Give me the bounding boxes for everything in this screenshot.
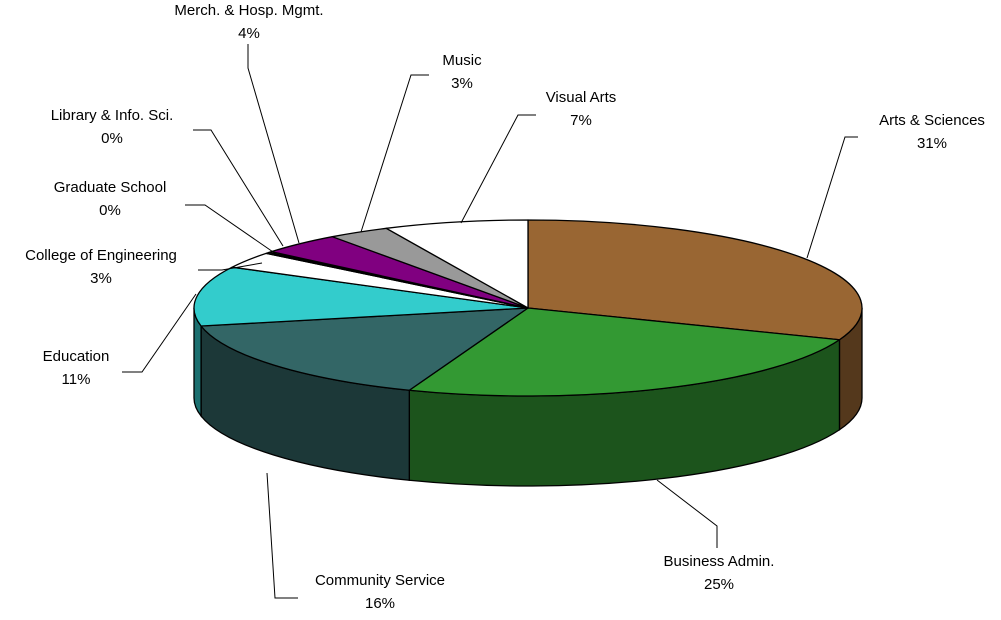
pie-slice-visual-arts	[385, 219, 529, 309]
leader-line-library-info-sci	[193, 129, 284, 247]
leader-line-arts-sciences	[806, 136, 858, 259]
slice-label: Library & Info. Sci.	[51, 107, 174, 124]
leader-line-business-admin	[656, 479, 718, 548]
pie-slice-business-admin	[408, 307, 841, 397]
slice-label: Education	[43, 348, 110, 365]
slice-value-label: 3%	[451, 75, 473, 92]
pie-slice-arts-sciences	[527, 219, 863, 341]
slice-value-label: 11%	[62, 371, 91, 388]
slice-label: College of Engineering	[25, 247, 177, 264]
leader-line-graduate-school	[185, 204, 277, 255]
leader-lines	[122, 44, 858, 599]
leader-line-music	[360, 74, 429, 233]
data-labels: Arts & Sciences 31% Business Admin. 25% Comm…	[25, 2, 985, 612]
slice-label: Visual Arts	[546, 89, 617, 106]
slice-value-label: 3%	[90, 270, 112, 287]
pie-slice-education	[193, 266, 529, 327]
slice-label: Merch. & Hosp. Mgmt.	[174, 2, 323, 19]
slice-label: Business Admin.	[664, 553, 775, 570]
slice-value-label: 7%	[570, 112, 592, 129]
slice-label: Arts & Sciences	[879, 112, 985, 129]
slice-label: Community Service	[315, 572, 445, 589]
slice-value-label: 16%	[365, 595, 395, 612]
slice-label: Graduate School	[54, 179, 167, 196]
leader-line-merch-hosp-mgmt	[247, 44, 300, 244]
slice-value-label: 0%	[99, 202, 121, 219]
slice-label: Music	[442, 52, 482, 69]
pie-slices	[193, 219, 863, 397]
slice-value-label: 0%	[101, 130, 123, 147]
pie-sides	[193, 307, 863, 487]
slice-value-label: 4%	[238, 25, 260, 42]
pie-slice-community-service	[200, 307, 529, 391]
leader-line-education	[122, 293, 197, 373]
leader-line-community-service	[266, 472, 298, 599]
leader-line-visual-arts	[460, 114, 536, 224]
slice-value-label: 25%	[704, 576, 734, 593]
slice-value-label: 31%	[917, 135, 947, 152]
leader-line-college-of-engineering	[198, 262, 263, 271]
